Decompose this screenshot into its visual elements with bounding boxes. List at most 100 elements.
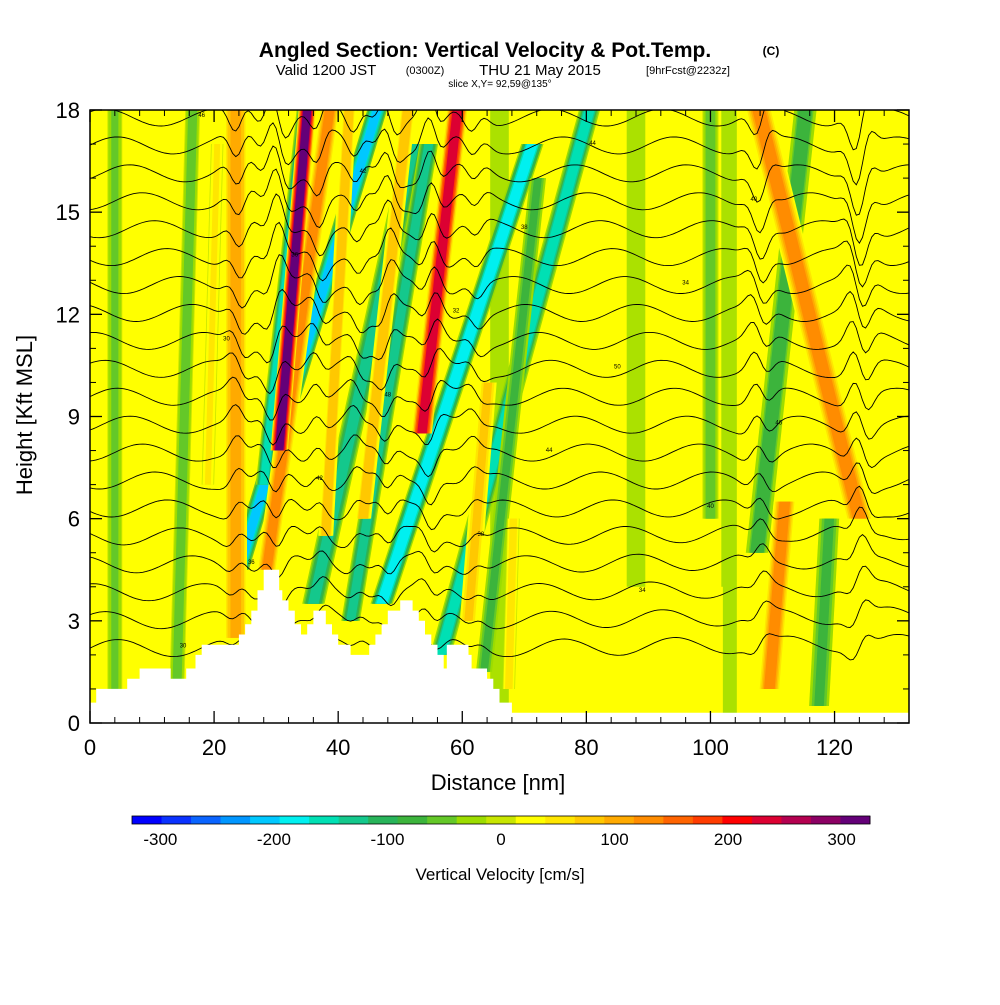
isentrope-label-7: 44 xyxy=(546,448,553,454)
colorbar-swatch-18 xyxy=(663,816,694,824)
subtitle-valid: Valid 1200 JST xyxy=(276,62,377,79)
isentrope-18 xyxy=(90,117,909,186)
updraft-8-level-4 xyxy=(764,501,791,689)
colorbar-swatch-22 xyxy=(781,816,812,824)
y-tick-label-15: 15 xyxy=(56,200,80,225)
colorbar-swatch-2 xyxy=(191,816,222,824)
colorbar-swatch-7 xyxy=(338,816,369,824)
isentrope-label-3: 36 xyxy=(248,560,255,566)
isentropes: 3032343638404244464850303234363840424446 xyxy=(90,110,909,665)
isentrope-5 xyxy=(90,485,909,531)
isentrope-6 xyxy=(90,462,909,506)
weak-band-4 xyxy=(626,110,646,723)
colorbar-swatch-23 xyxy=(810,816,841,824)
isentrope-label-16: 40 xyxy=(751,197,758,203)
y-tick-label-3: 3 xyxy=(68,609,80,634)
colorbar-tick-label-3: 0 xyxy=(496,830,505,849)
isentrope-17 xyxy=(90,145,909,216)
plot-area: 3032343638404244464850303234363840424446 xyxy=(90,110,909,723)
subtitle-zulu: (0300Z) xyxy=(406,65,445,77)
isentrope-label-8: 46 xyxy=(775,420,782,426)
colorbar: -300 -200 -100 0 100 200 300 xyxy=(131,815,871,849)
isentrope-3 xyxy=(90,534,909,578)
isentrope-7 xyxy=(90,434,909,478)
y-tick-label-12: 12 xyxy=(56,302,80,327)
isentrope-1 xyxy=(90,599,909,639)
colorbar-swatch-19 xyxy=(692,816,723,824)
isentrope-label-9: 48 xyxy=(384,392,391,398)
colorbar-swatch-1 xyxy=(161,816,192,824)
y-axis-label: Height [Kft MSL] xyxy=(12,335,37,495)
x-tick-label-100: 100 xyxy=(692,735,729,760)
x-axis-label: Distance [nm] xyxy=(431,770,566,795)
colorbar-tick-label-1: -200 xyxy=(257,830,291,849)
isentrope-label-10: 50 xyxy=(614,364,621,370)
colorbar-swatch-0 xyxy=(132,816,163,824)
colorbar-swatch-4 xyxy=(250,816,281,824)
updraft-0-level-4 xyxy=(230,110,242,638)
colorbar-tick-label-0: -300 xyxy=(143,830,177,849)
isentrope-16 xyxy=(90,168,909,244)
isentrope-label-4: 38 xyxy=(478,532,485,538)
colorbar-frame xyxy=(131,815,871,825)
colorbar-swatch-14 xyxy=(545,816,576,824)
chart-title: Angled Section: Vertical Velocity & Pot.… xyxy=(259,39,711,62)
downdraft-4-level-4 xyxy=(376,144,538,604)
x-tick-label-60: 60 xyxy=(450,735,474,760)
downdraft-7-level-4 xyxy=(706,110,715,519)
updraft-3-level-4 xyxy=(322,110,353,536)
isentrope-2 xyxy=(90,565,909,609)
y-tick-label-0: 0 xyxy=(68,711,80,736)
colorbar-swatch-17 xyxy=(633,816,664,824)
updraft-6-level-4 xyxy=(464,382,493,621)
updraft-2-level-4 xyxy=(275,110,312,451)
colorbar-tick-label-5: 200 xyxy=(714,830,742,849)
isentrope-label-19: 46 xyxy=(198,113,205,119)
isentrope-4 xyxy=(90,506,909,553)
isentrope-0 xyxy=(90,633,909,665)
isentrope-9 xyxy=(90,376,909,421)
isentrope-label-5: 40 xyxy=(707,504,714,510)
isentrope-label-17: 42 xyxy=(360,169,367,175)
terrain xyxy=(90,569,909,723)
colorbar-swatch-20 xyxy=(722,816,753,824)
isentrope-15 xyxy=(90,193,909,266)
isentrope-label-11: 30 xyxy=(223,336,230,342)
isentrope-label-18: 44 xyxy=(589,141,596,147)
colorbar-swatch-10 xyxy=(427,816,458,824)
subtitle-forecast: [9hrFcst@2232z] xyxy=(646,65,730,77)
x-tick-label-0: 0 xyxy=(84,735,96,760)
colorbar-swatch-9 xyxy=(397,816,428,824)
title-unit: (C) xyxy=(763,44,780,58)
isentrope-8 xyxy=(90,404,909,446)
isentrope-label-2: 34 xyxy=(639,588,646,594)
subtitle-date: THU 21 May 2015 xyxy=(479,62,601,79)
isentrope-11 xyxy=(90,318,909,364)
isentrope-19 xyxy=(90,110,909,151)
isentrope-13 xyxy=(90,254,909,309)
colorbar-tick-label-4: 100 xyxy=(600,830,628,849)
x-tick-label-80: 80 xyxy=(574,735,598,760)
isentrope-label-6: 42 xyxy=(316,476,323,482)
isentrope-10 xyxy=(90,348,909,395)
isentrope-label-13: 34 xyxy=(682,281,689,287)
downdraft-9-level-4 xyxy=(814,518,835,706)
downdraft-6-level-4 xyxy=(480,178,542,672)
weak-band-5 xyxy=(721,110,737,723)
colorbar-swatch-12 xyxy=(486,816,517,824)
colorbar-swatch-5 xyxy=(279,816,310,824)
y-tick-label-9: 9 xyxy=(68,405,80,430)
updraft-9-level-4 xyxy=(752,110,866,519)
slice-label: slice X,Y= 92,59@135° xyxy=(448,79,551,90)
x-tick-label-40: 40 xyxy=(326,735,350,760)
weak-band-6 xyxy=(136,110,156,723)
x-tick-label-20: 20 xyxy=(202,735,226,760)
colorbar-swatch-13 xyxy=(515,816,546,824)
updraft-5-level-4 xyxy=(417,110,463,434)
updraft-4-level-4 xyxy=(359,110,412,519)
colorbar-swatch-11 xyxy=(456,816,487,824)
isentrope-label-12: 32 xyxy=(453,309,460,315)
isentrope-label-15: 38 xyxy=(521,225,528,231)
